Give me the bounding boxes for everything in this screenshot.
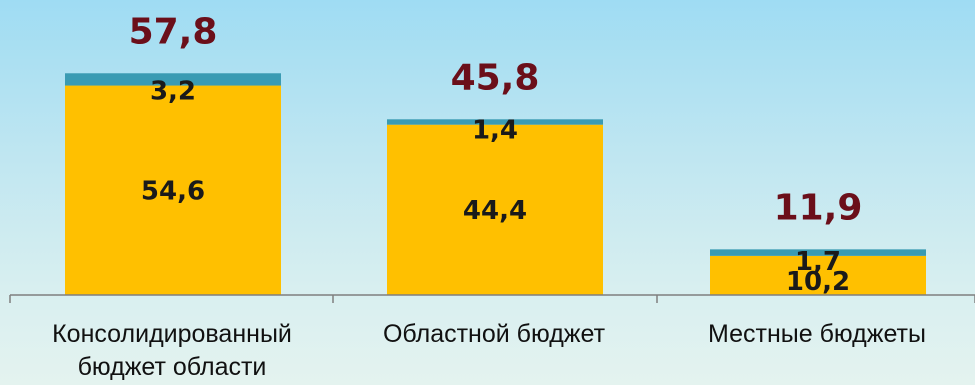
category-label: Консолидированный <box>52 320 292 348</box>
data-label: 3,2 <box>150 77 196 107</box>
category-label: Областной бюджет <box>383 320 606 348</box>
bar-segment <box>65 85 281 296</box>
bar-segment <box>710 255 926 295</box>
bar-segment <box>710 249 926 256</box>
category-label: Местные бюджеты <box>708 320 926 348</box>
bar-segment <box>65 73 281 86</box>
bar-segment <box>387 124 603 296</box>
total-label: 11,9 <box>774 187 863 228</box>
data-label: 10,2 <box>786 267 850 297</box>
data-label: 44,4 <box>463 196 527 226</box>
total-label: 57,8 <box>129 11 218 52</box>
data-label: 1,4 <box>472 116 518 146</box>
data-label: 1,7 <box>795 247 841 277</box>
category-label: бюджет области <box>78 353 267 381</box>
bar-segment <box>387 119 603 125</box>
data-label: 54,6 <box>141 176 205 206</box>
total-label: 45,8 <box>451 57 540 98</box>
